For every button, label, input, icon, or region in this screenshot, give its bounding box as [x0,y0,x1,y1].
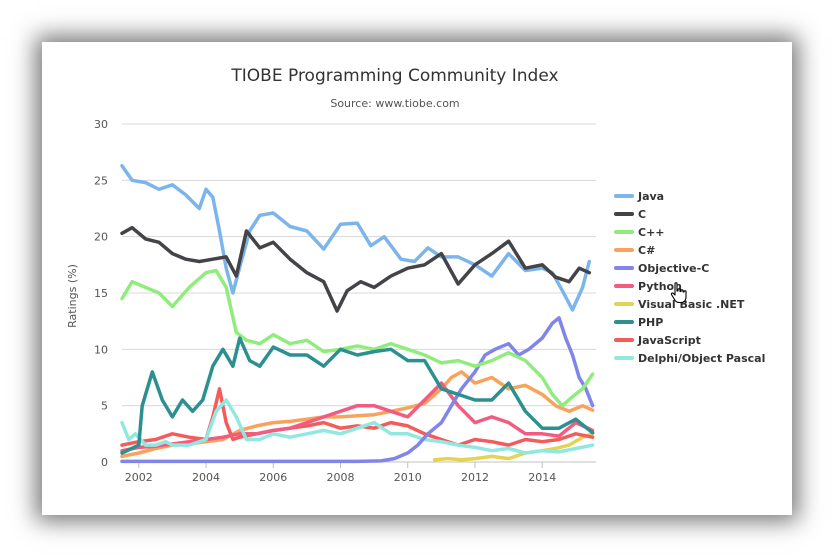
series-line-php [120,336,595,455]
y-tick-label: 5 [101,400,108,413]
y-tick-label: 10 [94,343,108,356]
series-line-c [120,225,592,313]
legend-label-delphi-object-pascal: Delphi/Object Pascal [638,352,765,365]
legend-label-php: PHP [638,316,663,329]
legend-label-c: C++ [638,226,665,239]
chart-title: TIOBE Programming Community Index [230,66,558,86]
legend-label-java: Java [637,190,664,203]
grid-lines [122,123,596,463]
series-line-delphi-object-pascal [120,398,595,455]
series-line-java [120,163,592,312]
hand-pointer-cursor-icon [670,282,687,304]
y-tick-label: 30 [94,118,108,131]
x-tick-label: 2012 [461,471,489,484]
legend-label-visual-basic-net: Visual Basic .NET [638,298,745,311]
y-tick-label: 15 [94,287,108,300]
y-tick-label: 25 [94,174,108,187]
series-line-visual-basic-net [432,432,595,462]
x-tick-label: 2014 [528,471,556,484]
x-tick-label: 2006 [259,471,287,484]
x-tick-label: 2008 [327,471,355,484]
y-axis-ticks: 0 5 10 15 20 25 30 [94,118,108,469]
chart-subtitle: Source: www.tiobe.com [330,97,459,110]
series-line-c [120,370,595,459]
x-axis-ticks: 2002 2004 2006 2008 2010 2012 2014 [125,462,556,484]
legend-label-objective-c: Objective-C [638,262,709,275]
legend-label-python: Python [638,280,682,293]
chart-card: TIOBE Programming Community Index Source… [42,42,792,515]
legend-label-javascript: JavaScript [637,334,701,347]
series-lines [120,163,595,464]
line-chart: TIOBE Programming Community Index Source… [66,66,765,484]
x-tick-label: 2002 [125,471,153,484]
series-line-c [120,268,595,408]
legend-label-c: C [638,208,646,221]
legend: Java C C++ C# Objective-C Python Visual Basic … [614,190,765,365]
y-tick-label: 20 [94,231,108,244]
series-line-objective-c [120,316,595,464]
y-tick-label: 0 [101,456,108,469]
x-tick-label: 2004 [192,471,220,484]
legend-label-c: C# [638,244,655,257]
x-tick-label: 2010 [394,471,422,484]
y-axis-title: Ratings (%) [66,264,79,328]
